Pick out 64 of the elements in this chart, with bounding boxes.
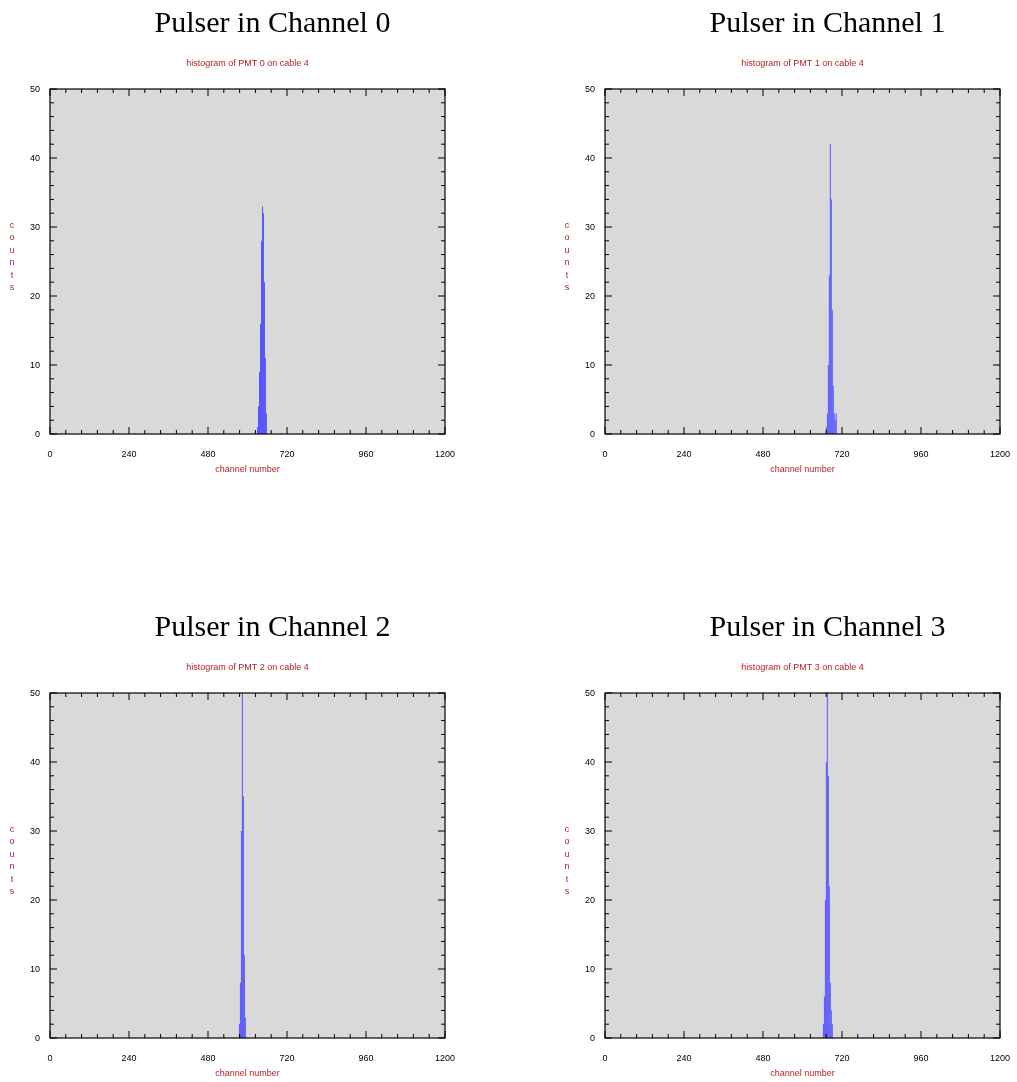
x-tick-label: 1200 xyxy=(989,449,1011,459)
y-tick-label: 20 xyxy=(29,895,40,905)
chart-title: Pulser in Channel 0 xyxy=(154,5,391,38)
y-axis-title: counts xyxy=(9,219,15,292)
x-tick-label: 960 xyxy=(358,1053,374,1063)
y-tick-label: 50 xyxy=(584,688,595,698)
y-tick-label: 50 xyxy=(29,688,40,698)
y-tick-label: 10 xyxy=(584,964,595,974)
y-tick-label: 50 xyxy=(29,84,40,94)
x-tick-label: 1200 xyxy=(434,1053,456,1063)
x-tick-label: 720 xyxy=(834,449,850,459)
x-tick-label: 240 xyxy=(676,1053,692,1063)
y-tick-label: 30 xyxy=(584,826,595,836)
y-tick-label: 20 xyxy=(29,291,40,301)
x-tick-label: 240 xyxy=(676,449,692,459)
y-tick-label: 40 xyxy=(584,153,595,163)
x-tick-label: 480 xyxy=(200,449,216,459)
y-axis-title: counts xyxy=(564,823,570,896)
y-tick-label: 20 xyxy=(584,291,595,301)
x-tick-label: 480 xyxy=(755,1053,771,1063)
y-tick-label: 0 xyxy=(589,429,595,439)
y-tick-label: 40 xyxy=(584,757,595,767)
x-tick-label: 0 xyxy=(602,1053,608,1063)
x-tick-label: 0 xyxy=(47,449,53,459)
x-tick-label: 480 xyxy=(200,1053,216,1063)
y-tick-label: 0 xyxy=(34,429,40,439)
y-tick-label: 10 xyxy=(29,964,40,974)
x-tick-label: 960 xyxy=(913,449,929,459)
x-tick-label: 480 xyxy=(755,449,771,459)
y-tick-label: 0 xyxy=(34,1033,40,1043)
x-tick-label: 720 xyxy=(279,1053,295,1063)
x-axis-title: channel number xyxy=(770,1068,835,1078)
chart-title: Pulser in Channel 1 xyxy=(709,5,946,38)
x-axis-title: channel number xyxy=(770,464,835,474)
y-axis-title: counts xyxy=(9,823,15,896)
y-tick-label: 30 xyxy=(29,826,40,836)
y-tick-label: 10 xyxy=(29,360,40,370)
chart-subtitle: histogram of PMT 0 on cable 4 xyxy=(186,58,309,68)
x-tick-label: 720 xyxy=(834,1053,850,1063)
chart-subtitle: histogram of PMT 3 on cable 4 xyxy=(741,662,864,672)
x-tick-label: 960 xyxy=(358,449,374,459)
chart-subtitle: histogram of PMT 1 on cable 4 xyxy=(741,58,864,68)
x-tick-label: 240 xyxy=(121,1053,137,1063)
y-tick-label: 20 xyxy=(584,895,595,905)
x-tick-label: 1200 xyxy=(989,1053,1011,1063)
x-axis-title: channel number xyxy=(215,464,280,474)
y-tick-label: 50 xyxy=(584,84,595,94)
chart-subtitle: histogram of PMT 2 on cable 4 xyxy=(186,662,309,672)
y-tick-label: 30 xyxy=(29,222,40,232)
y-axis-title: counts xyxy=(564,219,570,292)
y-tick-label: 30 xyxy=(584,222,595,232)
x-tick-label: 720 xyxy=(279,449,295,459)
x-tick-label: 1200 xyxy=(434,449,456,459)
y-tick-label: 10 xyxy=(584,360,595,370)
y-tick-label: 40 xyxy=(29,757,40,767)
chart-title: Pulser in Channel 2 xyxy=(154,609,391,642)
x-tick-label: 240 xyxy=(121,449,137,459)
y-tick-label: 40 xyxy=(29,153,40,163)
x-tick-label: 0 xyxy=(47,1053,53,1063)
chart-title: Pulser in Channel 3 xyxy=(709,609,946,642)
y-tick-label: 0 xyxy=(589,1033,595,1043)
x-axis-title: channel number xyxy=(215,1068,280,1078)
x-tick-label: 960 xyxy=(913,1053,929,1063)
x-tick-label: 0 xyxy=(602,449,608,459)
